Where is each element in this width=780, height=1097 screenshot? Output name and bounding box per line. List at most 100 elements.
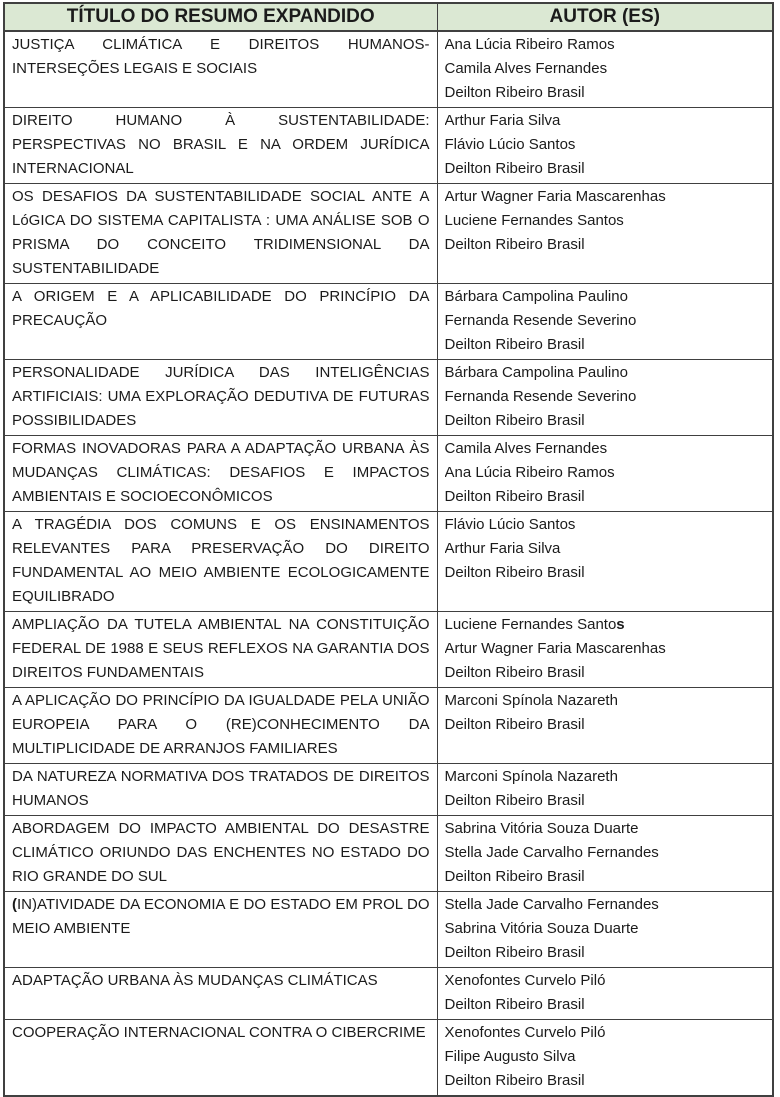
title-cell: DA NATUREZA NORMATIVA DOS TRATADOS DE DI… xyxy=(3,763,438,816)
abstract-title: DA NATUREZA NORMATIVA DOS TRATADOS DE DI… xyxy=(12,768,430,809)
abstract-title: A ORIGEM E A APLICABILIDADE DO PRINCÍPIO… xyxy=(12,288,430,329)
author-name: Xenofontes Curvelo Piló xyxy=(444,972,606,989)
abstract-title: FORMAS INOVADORAS PARA A ADAPTAÇÃO URBAN… xyxy=(12,440,430,505)
abstract-title: ADAPTAÇÃO URBANA ÀS MUDANÇAS CLIMÁTICAS xyxy=(12,972,378,989)
abstract-title: A TRAGÉDIA DOS COMUNS E OS ENSINAMENTOS … xyxy=(12,516,430,605)
title-cell: A TRAGÉDIA DOS COMUNS E OS ENSINAMENTOS … xyxy=(3,511,438,612)
abstract-title: (IN)ATIVIDADE DA ECONOMIA E DO ESTADO EM… xyxy=(12,896,430,937)
table-row: (IN)ATIVIDADE DA ECONOMIA E DO ESTADO EM… xyxy=(3,891,774,968)
column-header-authors: AUTOR (ES) xyxy=(436,2,774,32)
author-name: Ana Lúcia Ribeiro Ramos xyxy=(444,464,615,481)
author-name: Bárbara Campolina Paulino xyxy=(444,364,628,381)
author-name: Deilton Ribeiro Brasil xyxy=(444,996,585,1013)
author-name: Flávio Lúcio Santos xyxy=(444,516,576,533)
authors-cell: Marconi Spínola Nazareth Deilton Ribeiro … xyxy=(436,687,774,764)
author-name: Sabrina Vitória Souza Duarte xyxy=(444,820,639,837)
author-name: Deilton Ribeiro Brasil xyxy=(444,488,585,505)
title-cell: OS DESAFIOS DA SUSTENTABILIDADE SOCIAL A… xyxy=(3,183,438,284)
authors-cell: Artur Wagner Faria Mascarenhas Luciene Fe… xyxy=(436,183,774,284)
title-cell: A APLICAÇÃO DO PRINCÍPIO DA IGUALDADE PE… xyxy=(3,687,438,764)
author-name: Deilton Ribeiro Brasil xyxy=(444,868,585,885)
title-cell: (IN)ATIVIDADE DA ECONOMIA E DO ESTADO EM… xyxy=(3,891,438,968)
title-cell: ABORDAGEM DO IMPACTO AMBIENTAL DO DESAST… xyxy=(3,815,438,892)
table-row: ABORDAGEM DO IMPACTO AMBIENTAL DO DESAST… xyxy=(3,815,774,892)
table-row: A APLICAÇÃO DO PRINCÍPIO DA IGUALDADE PE… xyxy=(3,687,774,764)
abstract-title: ABORDAGEM DO IMPACTO AMBIENTAL DO DESAST… xyxy=(12,820,430,885)
abstract-title: JUSTIÇA CLIMÁTICA E DIREITOS HUMANOS-INT… xyxy=(12,36,430,77)
author-name: Artur Wagner Faria Mascarenhas xyxy=(444,188,666,205)
title-cell: COOPERAÇÃO INTERNACIONAL CONTRA O CIBERC… xyxy=(3,1019,438,1097)
author-name: Fernanda Resende Severino xyxy=(444,312,637,329)
table-row: ADAPTAÇÃO URBANA ÀS MUDANÇAS CLIMÁTICAS X… xyxy=(3,967,774,1020)
table-row: DIREITO HUMANO À SUSTENTABILIDADE: PERSP… xyxy=(3,107,774,184)
authors-cell: Bárbara Campolina Paulino Fernanda Resend… xyxy=(436,359,774,436)
abstracts-table: TÍTULO DO RESUMO EXPANDIDO AUTOR (ES) JU… xyxy=(3,2,774,1097)
title-cell: JUSTIÇA CLIMÁTICA E DIREITOS HUMANOS-INT… xyxy=(3,30,438,108)
abstract-title: DIREITO HUMANO À SUSTENTABILIDADE: PERSP… xyxy=(12,112,430,177)
author-name: Bárbara Campolina Paulino xyxy=(444,288,628,305)
author-name: Deilton Ribeiro Brasil xyxy=(444,944,585,961)
author-name: Deilton Ribeiro Brasil xyxy=(444,1072,585,1089)
author-name: Deilton Ribeiro Brasil xyxy=(444,792,585,809)
author-name: Fernanda Resende Severino xyxy=(444,388,637,405)
authors-cell: Luciene Fernandes Santos Artur Wagner Far… xyxy=(436,611,774,688)
title-cell: FORMAS INOVADORAS PARA A ADAPTAÇÃO URBAN… xyxy=(3,435,438,512)
author-name: Luciene Fernandes Santos xyxy=(444,212,624,229)
author-name: Deilton Ribeiro Brasil xyxy=(444,336,585,353)
authors-cell: Sabrina Vitória Souza Duarte Stella Jade … xyxy=(436,815,774,892)
table-row: A ORIGEM E A APLICABILIDADE DO PRINCÍPIO… xyxy=(3,283,774,360)
author-name: Deilton Ribeiro Brasil xyxy=(444,716,585,733)
author-name: Ana Lúcia Ribeiro Ramos xyxy=(444,36,615,53)
author-name: Camila Alves Fernandes xyxy=(444,60,608,77)
authors-cell: Xenofontes Curvelo Piló Filipe Augusto Si… xyxy=(436,1019,774,1097)
author-name: Deilton Ribeiro Brasil xyxy=(444,664,585,681)
author-name: Artur Wagner Faria Mascarenhas xyxy=(444,640,666,657)
table-row: OS DESAFIOS DA SUSTENTABILIDADE SOCIAL A… xyxy=(3,183,774,284)
table-row: FORMAS INOVADORAS PARA A ADAPTAÇÃO URBAN… xyxy=(3,435,774,512)
table-row: DA NATUREZA NORMATIVA DOS TRATADOS DE DI… xyxy=(3,763,774,816)
author-name: Xenofontes Curvelo Piló xyxy=(444,1024,606,1041)
table-row: PERSONALIDADE JURÍDICA DAS INTELIGÊNCIAS… xyxy=(3,359,774,436)
author-name: Luciene Fernandes Santos xyxy=(444,616,625,633)
authors-cell: Camila Alves Fernandes Ana Lúcia Ribeiro … xyxy=(436,435,774,512)
title-cell: AMPLIAÇÃO DA TUTELA AMBIENTAL NA CONSTIT… xyxy=(3,611,438,688)
author-name: Marconi Spínola Nazareth xyxy=(444,768,618,785)
title-cell: A ORIGEM E A APLICABILIDADE DO PRINCÍPIO… xyxy=(3,283,438,360)
title-cell: ADAPTAÇÃO URBANA ÀS MUDANÇAS CLIMÁTICAS xyxy=(3,967,438,1020)
author-name: Arthur Faria Silva xyxy=(444,112,561,129)
author-name: Deilton Ribeiro Brasil xyxy=(444,236,585,253)
author-name: Filipe Augusto Silva xyxy=(444,1048,576,1065)
author-name: Sabrina Vitória Souza Duarte xyxy=(444,920,639,937)
abstract-title: AMPLIAÇÃO DA TUTELA AMBIENTAL NA CONSTIT… xyxy=(12,616,430,681)
table-row: JUSTIÇA CLIMÁTICA E DIREITOS HUMANOS-INT… xyxy=(3,30,774,108)
authors-cell: Stella Jade Carvalho Fernandes Sabrina Vi… xyxy=(436,891,774,968)
table-body: JUSTIÇA CLIMÁTICA E DIREITOS HUMANOS-INT… xyxy=(3,30,774,1097)
authors-cell: Xenofontes Curvelo Piló Deilton Ribeiro B… xyxy=(436,967,774,1020)
author-name: Stella Jade Carvalho Fernandes xyxy=(444,844,659,861)
author-name: Deilton Ribeiro Brasil xyxy=(444,412,585,429)
abstract-title: A APLICAÇÃO DO PRINCÍPIO DA IGUALDADE PE… xyxy=(12,692,430,757)
authors-cell: Marconi Spínola Nazareth Deilton Ribeiro … xyxy=(436,763,774,816)
author-name: Flávio Lúcio Santos xyxy=(444,136,576,153)
author-name: Deilton Ribeiro Brasil xyxy=(444,160,585,177)
author-name: Marconi Spínola Nazareth xyxy=(444,692,618,709)
table-row: COOPERAÇÃO INTERNACIONAL CONTRA O CIBERC… xyxy=(3,1019,774,1097)
author-name: Camila Alves Fernandes xyxy=(444,440,608,457)
table-row: A TRAGÉDIA DOS COMUNS E OS ENSINAMENTOS … xyxy=(3,511,774,612)
author-name: Deilton Ribeiro Brasil xyxy=(444,564,585,581)
column-header-title: TÍTULO DO RESUMO EXPANDIDO xyxy=(3,2,438,32)
abstract-title: PERSONALIDADE JURÍDICA DAS INTELIGÊNCIAS… xyxy=(12,364,430,429)
author-name: Deilton Ribeiro Brasil xyxy=(444,84,585,101)
authors-cell: Bárbara Campolina Paulino Fernanda Resend… xyxy=(436,283,774,360)
authors-cell: Ana Lúcia Ribeiro Ramos Camila Alves Fern… xyxy=(436,30,774,108)
authors-cell: Flávio Lúcio Santos Arthur Faria Silva Dei… xyxy=(436,511,774,612)
header-row: TÍTULO DO RESUMO EXPANDIDO AUTOR (ES) xyxy=(3,2,774,32)
authors-cell: Arthur Faria Silva Flávio Lúcio Santos Dei… xyxy=(436,107,774,184)
title-cell: DIREITO HUMANO À SUSTENTABILIDADE: PERSP… xyxy=(3,107,438,184)
author-name: Arthur Faria Silva xyxy=(444,540,561,557)
abstract-title: OS DESAFIOS DA SUSTENTABILIDADE SOCIAL A… xyxy=(12,188,430,277)
title-cell: PERSONALIDADE JURÍDICA DAS INTELIGÊNCIAS… xyxy=(3,359,438,436)
author-name: Stella Jade Carvalho Fernandes xyxy=(444,896,659,913)
table-row: AMPLIAÇÃO DA TUTELA AMBIENTAL NA CONSTIT… xyxy=(3,611,774,688)
